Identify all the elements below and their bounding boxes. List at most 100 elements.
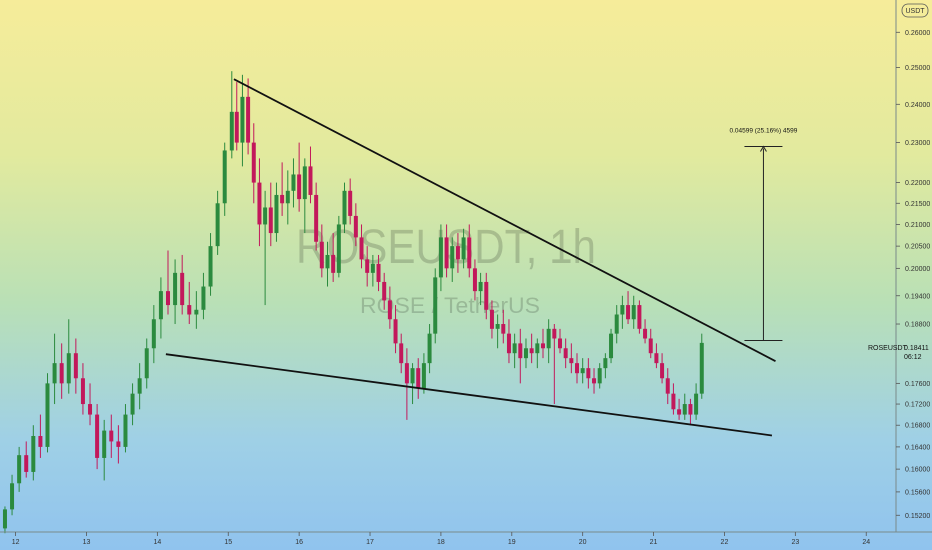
- time-axis[interactable]: 12 13 14 15 16 17 18 19 20 21 22 23 24: [12, 532, 871, 546]
- candle-body: [158, 291, 163, 320]
- candle-82: [512, 333, 517, 369]
- candle-body: [66, 353, 71, 384]
- candle-28: [201, 272, 206, 320]
- candle-body: [38, 435, 43, 447]
- candle-75: [472, 259, 477, 301]
- candle-body: [682, 404, 687, 415]
- candle-body: [489, 309, 494, 329]
- candle-103: [631, 295, 636, 329]
- candle-body: [575, 363, 580, 374]
- candle-body: [59, 363, 64, 384]
- price-axis[interactable]: 0.26000 0.25000 0.24000 0.23000 0.22000 0.215…: [896, 30, 930, 520]
- x-tick-label: 21: [650, 539, 658, 546]
- y-tick-label: 0.24000: [905, 102, 930, 109]
- candle-5: [38, 414, 43, 458]
- candle-113: [688, 398, 693, 426]
- candle-body: [88, 404, 93, 415]
- candle-15: [109, 414, 114, 458]
- candle-83: [518, 328, 523, 384]
- candle-body: [399, 343, 404, 364]
- candle-body: [546, 328, 551, 349]
- candle-body: [484, 281, 489, 310]
- y-tick-label: 0.21500: [905, 201, 930, 208]
- candle-body: [512, 343, 517, 354]
- currency-label: USDT: [905, 8, 925, 15]
- candle-50: [331, 233, 336, 282]
- candle-71: [450, 237, 455, 282]
- candle-body: [215, 203, 220, 247]
- candle-body: [382, 281, 387, 301]
- x-tick-label: 16: [295, 539, 303, 546]
- candle-53: [348, 178, 353, 225]
- trendline-lower-support[interactable]: [165, 353, 773, 437]
- candle-77: [484, 272, 489, 320]
- candle-65: [416, 358, 421, 399]
- candle-34: [240, 74, 245, 167]
- candle-body: [450, 246, 455, 269]
- candle-body: [2, 509, 7, 529]
- candle-63: [404, 348, 409, 420]
- candle-body: [325, 254, 330, 269]
- candle-87: [540, 328, 545, 359]
- candle-body: [109, 430, 114, 442]
- y-tick-label: 0.15200: [905, 513, 930, 520]
- candle-body: [586, 368, 591, 379]
- candle-25: [180, 254, 185, 315]
- candle-40: [274, 182, 279, 242]
- candle-body: [694, 393, 699, 415]
- x-tick-label: 15: [224, 539, 232, 546]
- candle-body: [285, 190, 290, 204]
- measure-tool[interactable]: 0.04599 (25.16%) 4599: [729, 128, 798, 341]
- candle-48: [319, 224, 324, 278]
- y-tick-label: 0.23000: [905, 140, 930, 147]
- y-tick-label: 0.19400: [905, 293, 930, 300]
- candle-body: [342, 190, 347, 225]
- candle-body: [665, 378, 670, 394]
- candle-body: [461, 237, 466, 260]
- y-tick-label: 0.18800: [905, 322, 930, 329]
- candle-body: [580, 368, 585, 374]
- candle-body: [17, 455, 22, 484]
- currency-badge: USDT: [901, 3, 929, 18]
- candle-body: [427, 333, 432, 364]
- candle-body: [677, 409, 682, 415]
- candle-body: [268, 207, 273, 234]
- candle-79: [495, 314, 500, 349]
- candle-body: [643, 328, 648, 339]
- candle-body: [626, 305, 631, 320]
- candle-101: [620, 295, 625, 329]
- candle-4: [31, 425, 36, 481]
- candle-body: [229, 111, 234, 151]
- candle-body: [314, 194, 319, 242]
- candle-body: [609, 333, 614, 359]
- candle-64: [410, 363, 415, 405]
- candle-20: [144, 338, 149, 389]
- candle-46: [308, 146, 313, 204]
- candle-body: [144, 348, 149, 379]
- candle-88: [546, 319, 551, 364]
- candle-58: [376, 254, 381, 292]
- candle-74: [467, 224, 472, 278]
- candle-body: [246, 96, 251, 143]
- candle-body: [648, 338, 653, 354]
- candle-19: [137, 363, 142, 410]
- y-tick-label: 0.21000: [905, 222, 930, 229]
- candle-body: [365, 259, 370, 273]
- candle-13: [95, 404, 100, 470]
- candle-body: [523, 348, 528, 359]
- candle-86: [535, 338, 540, 369]
- candle-body: [151, 319, 156, 349]
- candle-body: [518, 343, 523, 359]
- candle-29: [208, 233, 213, 296]
- candle-102: [626, 291, 631, 325]
- candle-109: [665, 368, 670, 405]
- candle-111: [677, 398, 682, 420]
- candle-body: [552, 328, 557, 339]
- candle-17: [123, 404, 128, 453]
- trendline-upper-resistance[interactable]: [233, 78, 776, 362]
- bar-countdown: 06:12: [904, 354, 922, 361]
- x-tick-label: 19: [508, 539, 516, 546]
- candle-70: [444, 224, 449, 278]
- candle-body: [438, 237, 443, 278]
